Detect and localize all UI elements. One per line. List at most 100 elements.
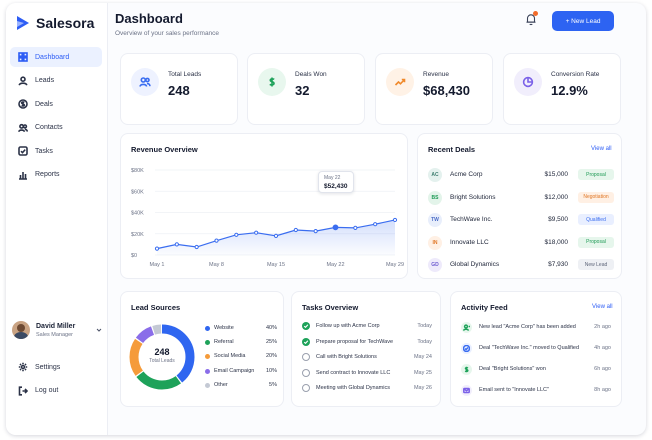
notification-dot — [533, 11, 538, 16]
tooltip-date: May 22 — [324, 175, 341, 181]
legend-label: Other — [214, 381, 228, 388]
activity-time: 4h ago — [594, 345, 611, 351]
data-point[interactable] — [154, 246, 160, 251]
legend-item: Other 5% — [205, 381, 277, 391]
user-menu[interactable]: David Miller Sales Manager — [12, 321, 102, 339]
task-date: May 25 — [413, 369, 432, 376]
sidebar-item-reports[interactable]: Reports — [10, 165, 102, 185]
checked-circle-icon[interactable] — [302, 322, 310, 330]
unchecked-circle-icon[interactable] — [302, 368, 310, 377]
user-icon — [18, 75, 28, 86]
deal-row[interactable]: GD Global Dynamics $7,930 New Lead — [428, 258, 614, 272]
data-point[interactable] — [214, 238, 219, 243]
dollar-icon — [461, 364, 472, 375]
y-tick-label: $0 — [131, 253, 137, 259]
card-title: Revenue Overview — [131, 145, 198, 154]
sidebar-item-logout[interactable]: Log out — [10, 381, 102, 401]
sidebar-item-leads[interactable]: Leads — [10, 71, 102, 91]
data-point[interactable] — [313, 228, 318, 234]
activity-text: Deal "Bright Solutions" won — [479, 366, 546, 372]
gear-icon — [18, 362, 28, 372]
data-point[interactable] — [174, 242, 179, 247]
chevron-down-icon[interactable] — [96, 327, 102, 333]
deal-row[interactable]: IN Innovate LLC $18,000 Proposal — [428, 235, 614, 250]
recent-deals-card: Recent Deals View all AC Acme Corp $15,000… — [417, 133, 622, 279]
data-point[interactable] — [254, 230, 259, 235]
unchecked-circle-icon[interactable] — [302, 384, 310, 392]
task-text: Call with Bright Solutions — [316, 354, 377, 360]
deal-row[interactable]: AC Acme Corp $15,000 Proposal — [428, 168, 614, 182]
data-point[interactable] — [273, 233, 279, 238]
company-avatar: TW — [428, 213, 442, 227]
legend-item: Social Media 20% — [205, 352, 277, 362]
deal-company: Global Dynamics — [450, 261, 500, 268]
sidebar-item-label: Log out — [35, 387, 59, 394]
sidebar-item-settings[interactable]: Settings — [10, 357, 102, 377]
new-lead-button[interactable]: + New Lead — [552, 11, 614, 31]
task-item[interactable]: Follow up with Acme Corp Today — [302, 322, 432, 332]
sidebar-nav: Dashboard Leads Deals Contacts Tasks Rep… — [10, 47, 102, 188]
legend-item: Website 40% — [205, 324, 277, 334]
activity-text: Email sent to "Innovate LLC" — [479, 387, 549, 393]
donut-slice[interactable] — [129, 324, 195, 390]
data-point[interactable] — [353, 225, 358, 231]
donut-center-value: 248 — [154, 347, 170, 357]
task-item[interactable]: Send contract to Innovate LLC May 25 — [302, 368, 432, 379]
stat-card-conversion-rate: Conversion Rate 12.9% — [503, 53, 621, 125]
card-title: Lead Sources — [131, 303, 181, 312]
status-badge: Negotiation — [578, 191, 614, 203]
company-avatar: BS — [428, 190, 442, 205]
recent-deals-view-all-link[interactable]: View all — [591, 146, 612, 152]
activity-item[interactable]: Deal "Bright Solutions" won 6h ago — [461, 364, 611, 376]
sidebar-item-contacts[interactable]: Contacts — [10, 118, 102, 138]
sidebar-item-dashboard[interactable]: Dashboard — [10, 47, 102, 67]
x-tick-label: May 15 — [267, 262, 285, 268]
sidebar-item-tasks[interactable]: Tasks — [10, 141, 102, 161]
legend-label: Social Media — [214, 353, 246, 360]
legend-value: 20% — [265, 353, 277, 360]
company-avatar: AC — [428, 168, 442, 182]
data-point[interactable] — [293, 227, 298, 233]
donut-slice[interactable] — [129, 324, 195, 390]
legend-swatch — [205, 382, 210, 388]
task-item[interactable]: Prepare proposal for TechWave Today — [302, 337, 432, 348]
stat-value: 248 — [168, 83, 190, 98]
y-tick-label: $20K — [131, 232, 144, 238]
deal-row[interactable]: TW TechWave Inc. $9,500 Qualified — [428, 213, 614, 227]
deal-amount: $12,000 — [544, 193, 569, 201]
card-title: Recent Deals — [428, 145, 476, 154]
data-point[interactable] — [234, 232, 239, 237]
donut-center-label: Total Leads — [149, 358, 175, 364]
activity-item[interactable]: New lead "Acme Corp" has been added 2h ag… — [461, 322, 611, 334]
legend-value: 40% — [265, 325, 277, 331]
sidebar: Salesora Dashboard Leads Deals Contacts … — [6, 3, 108, 435]
pie-icon — [522, 76, 534, 88]
deal-row[interactable]: BS Bright Solutions $12,000 Negotiation — [428, 190, 614, 205]
stat-card-revenue: Revenue $68,430 — [375, 53, 493, 125]
bell-icon[interactable] — [524, 12, 538, 26]
deal-company: Innovate LLC — [450, 238, 489, 246]
unchecked-circle-icon[interactable] — [302, 353, 310, 361]
status-badge: Proposal — [578, 236, 614, 248]
task-item[interactable]: Meeting with Global Dynamics May 26 — [302, 384, 432, 394]
activity-view-all-link[interactable]: View all — [592, 304, 613, 310]
activity-item[interactable]: Deal "TechWave Inc." moved to Qualified 4… — [461, 343, 611, 355]
data-point[interactable] — [194, 244, 199, 250]
data-point[interactable] — [392, 217, 398, 223]
task-date: Today — [417, 323, 432, 329]
dollar-icon — [269, 77, 275, 87]
task-item[interactable]: Call with Bright Solutions May 24 — [302, 353, 432, 363]
data-point[interactable] — [332, 224, 339, 231]
sidebar-item-label: Contacts — [35, 124, 63, 131]
activity-item[interactable]: Email sent to "Innovate LLC" 8h ago — [461, 385, 611, 397]
bar-chart-icon — [19, 171, 27, 180]
donut-slice[interactable] — [129, 324, 195, 390]
stat-value: 12.9% — [551, 83, 588, 98]
stat-label: Deals Won — [295, 71, 327, 78]
checked-circle-icon[interactable] — [302, 337, 310, 346]
data-point[interactable] — [373, 222, 378, 227]
logo[interactable]: Salesora — [16, 15, 94, 31]
status-badge: Qualified — [578, 214, 614, 225]
sidebar-item-deals[interactable]: Deals — [10, 94, 102, 114]
stat-icon-bg — [514, 68, 542, 96]
